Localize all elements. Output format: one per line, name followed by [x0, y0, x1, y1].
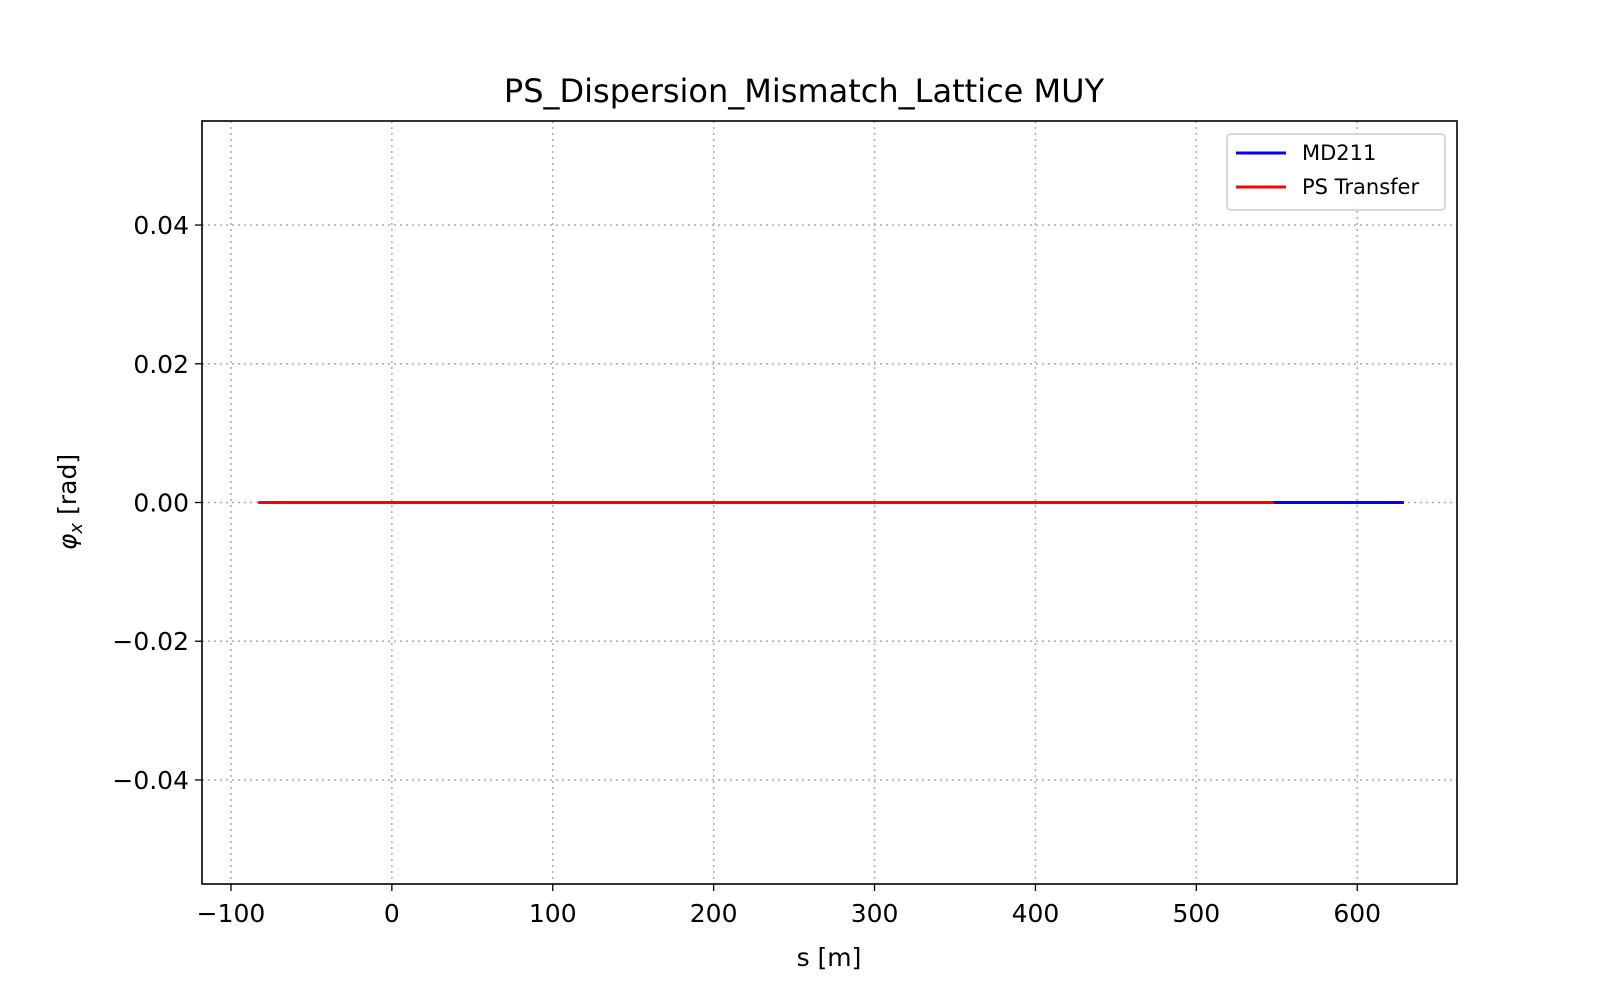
y-tick-label: 0.00: [133, 489, 189, 518]
y-tick-label: −0.04: [112, 766, 189, 795]
legend-label-md211: MD211: [1302, 141, 1376, 165]
y-tick-label: 0.04: [133, 211, 189, 240]
x-axis-label: s [m]: [797, 943, 862, 972]
x-tick-label: 100: [529, 899, 577, 928]
legend-label-ps-transfer: PS Transfer: [1302, 175, 1419, 199]
chart-title: PS_Dispersion_Mismatch_Lattice MUY: [504, 72, 1105, 110]
x-tick-label: 300: [851, 899, 899, 928]
y-tick-label: 0.02: [133, 350, 189, 379]
x-tick-label: −100: [197, 899, 266, 928]
y-axis-label-subscript: x: [66, 523, 87, 535]
x-axis-ticks: −100 0 100 200 300 400 500 600: [197, 884, 1381, 928]
y-axis-label-unit: [rad]: [53, 454, 82, 515]
y-tick-label: −0.02: [112, 627, 189, 656]
y-axis-label: φx [rad]: [53, 454, 87, 550]
y-axis-ticks: 0.04 0.02 0.00 −0.02 −0.04: [112, 211, 202, 795]
x-tick-label: 600: [1333, 899, 1381, 928]
x-tick-label: 500: [1172, 899, 1220, 928]
legend: MD211 PS Transfer: [1226, 133, 1446, 211]
y-axis-label-symbol: φ: [53, 533, 82, 550]
x-tick-label: 0: [384, 899, 400, 928]
x-tick-label: 200: [690, 899, 738, 928]
x-tick-label: 400: [1012, 899, 1060, 928]
